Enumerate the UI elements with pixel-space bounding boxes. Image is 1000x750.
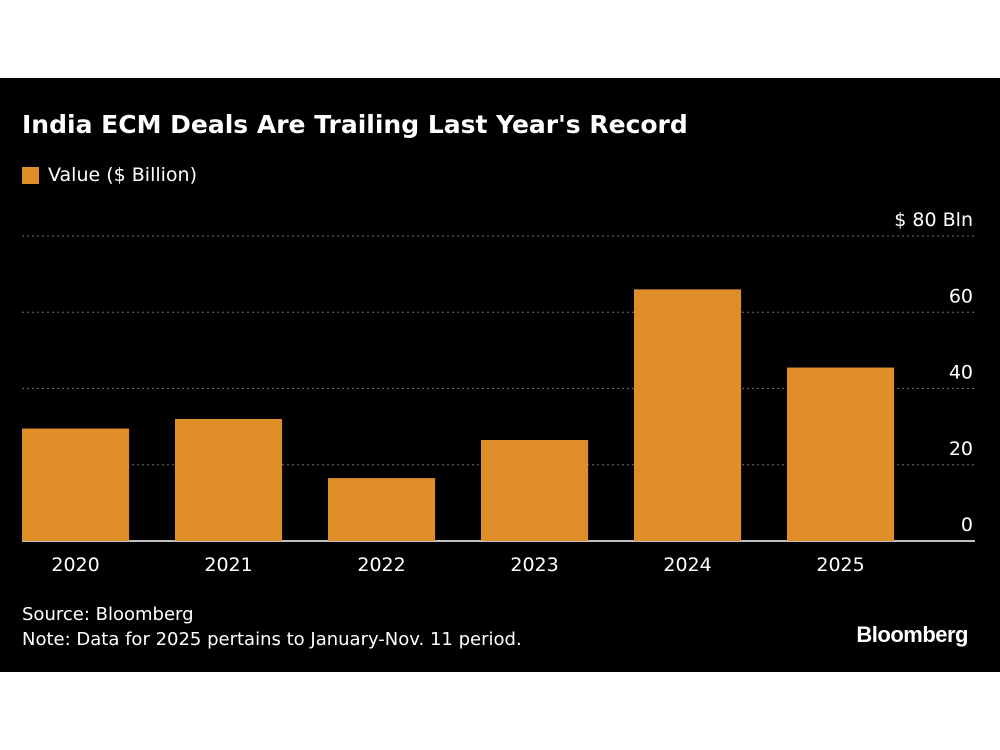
x-tick-label: 2023: [510, 554, 558, 576]
chart-title: India ECM Deals Are Trailing Last Year's…: [22, 110, 688, 139]
legend: Value ($ Billion): [22, 164, 197, 186]
bar-chart: 0 20 40 60 $ 80 Bln 2020 2021 2022 2023 2024 2025: [22, 209, 975, 576]
bar-2024: [634, 289, 742, 541]
note-text: Note: Data for 2025 pertains to January-…: [22, 629, 522, 650]
x-tick-label: 2025: [816, 554, 864, 576]
bloomberg-logo: Bloomberg: [856, 622, 968, 647]
y-tick-label: 60: [949, 285, 973, 307]
x-tick-label: 2022: [357, 554, 405, 576]
x-tick-label: 2020: [51, 554, 99, 576]
bar-2021: [175, 419, 283, 541]
bar-2022: [328, 478, 436, 541]
bar-2023: [481, 439, 589, 541]
bars: [22, 289, 895, 541]
x-tick-label: 2021: [204, 554, 252, 576]
bar-2025: [787, 367, 895, 541]
source-text: Source: Bloomberg: [22, 604, 194, 625]
x-tick-labels: 2020 2021 2022 2023 2024 2025: [51, 554, 864, 576]
chart-card: India ECM Deals Are Trailing Last Year's…: [0, 78, 1000, 672]
y-tick-label: 0: [961, 514, 973, 536]
bar-2020: [22, 428, 130, 541]
x-tick-label: 2024: [663, 554, 711, 576]
legend-swatch: [22, 166, 39, 184]
y-tick-labels: 0 20 40 60 $ 80 Bln: [894, 209, 973, 536]
y-tick-label: 20: [949, 438, 973, 460]
y-tick-label: $ 80 Bln: [894, 209, 973, 231]
y-tick-label: 40: [949, 362, 973, 384]
legend-label: Value ($ Billion): [48, 164, 197, 186]
